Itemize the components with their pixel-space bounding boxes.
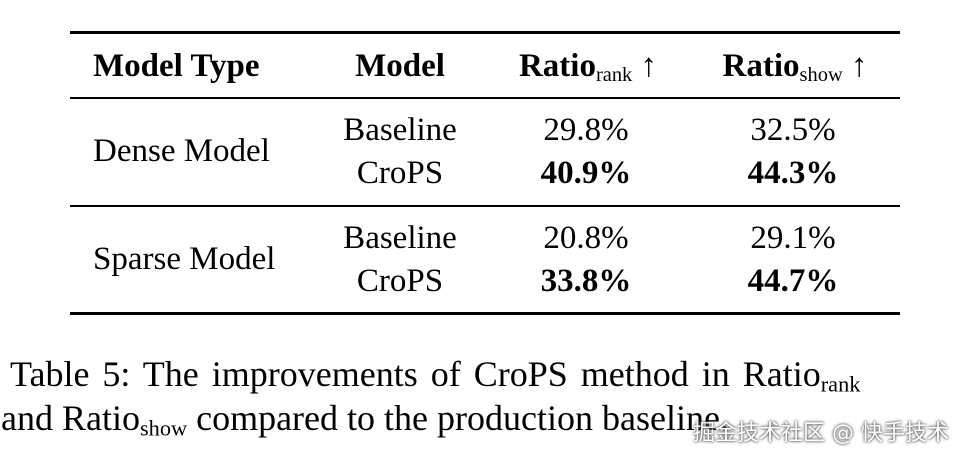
- caption-line: and Ratioshow compared to the production…: [1, 396, 729, 451]
- header-cell: Model: [355, 48, 445, 84]
- cell: CroPS: [356, 263, 444, 299]
- cell: 44.3%: [747, 155, 839, 191]
- header-sub: show: [799, 64, 843, 87]
- cell: 20.8%: [543, 220, 629, 256]
- mid-rule: [70, 205, 900, 207]
- header-sub: rank: [595, 64, 633, 87]
- header-cell: Ratiorank ↑: [519, 46, 657, 95]
- arrow: ↑: [850, 48, 868, 84]
- cell: Baseline: [343, 112, 457, 148]
- header-cell: Model Type: [93, 48, 260, 84]
- caption-text: and Ratio: [1, 398, 140, 438]
- mid-rule: [70, 97, 900, 99]
- header-text: Ratio: [722, 48, 800, 84]
- header-cell: Ratioshow ↑: [723, 46, 868, 95]
- model-type: Dense Model: [93, 133, 270, 169]
- top-rule: [70, 31, 900, 34]
- cell: 44.7%: [747, 263, 839, 299]
- cell: 32.5%: [750, 112, 836, 148]
- cell: 29.8%: [543, 112, 629, 148]
- cell: 33.8%: [540, 263, 632, 299]
- cell: 29.1%: [750, 220, 836, 256]
- cell: CroPS: [356, 155, 444, 191]
- caption-text: compared to the production baseline.: [187, 398, 729, 438]
- bottom-rule: [70, 312, 900, 315]
- watermark: 掘金技术社区 @ 快手技术: [693, 421, 949, 446]
- caption-sub: show: [139, 415, 188, 441]
- model-type: Sparse Model: [93, 241, 276, 277]
- arrow: ↑: [640, 48, 658, 84]
- cell: 40.9%: [540, 155, 632, 191]
- cell: Baseline: [343, 220, 457, 256]
- header-text: Ratio: [518, 48, 596, 84]
- caption-text: Table 5: The improvements of CroPS metho…: [10, 354, 821, 394]
- caption-line: Table 5: The improvements of CroPS metho…: [10, 352, 860, 407]
- caption-sub: rank: [820, 371, 861, 397]
